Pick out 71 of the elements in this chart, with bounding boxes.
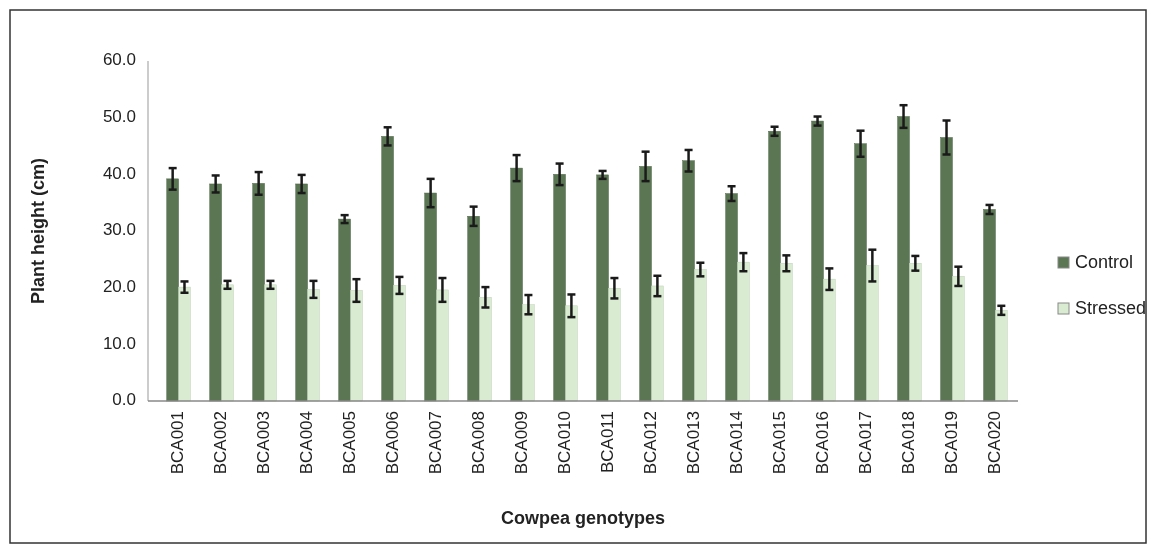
bar bbox=[651, 285, 664, 402]
x-tick-label: BCA009 bbox=[512, 411, 531, 475]
x-tick-label: BCA005 bbox=[340, 411, 360, 475]
x-tick-label: BCA008 bbox=[469, 411, 488, 475]
bar bbox=[252, 183, 265, 402]
x-tick-label: BCA014 bbox=[726, 411, 746, 475]
bar bbox=[866, 265, 879, 402]
x-tick-label: BCA012 bbox=[640, 411, 660, 475]
bar bbox=[608, 287, 621, 402]
y-axis-title: Plant height (cm) bbox=[28, 157, 48, 305]
bar bbox=[350, 290, 363, 402]
bar bbox=[307, 289, 320, 402]
bar bbox=[166, 178, 179, 402]
x-tick-label: BCA017 bbox=[855, 411, 875, 475]
y-tick-label: 10.0 bbox=[102, 333, 136, 353]
bar bbox=[952, 276, 965, 402]
x-tick-label: BCA003 bbox=[254, 411, 274, 475]
x-tick-label: BCA015 bbox=[769, 411, 789, 475]
x-tick-label: BCA018 bbox=[898, 411, 918, 475]
bar bbox=[209, 183, 222, 402]
bar bbox=[854, 143, 867, 402]
bar bbox=[393, 285, 406, 402]
bar bbox=[737, 261, 750, 402]
x-tick-label: BCA006 bbox=[383, 411, 403, 475]
legend-label: Stressed bbox=[1075, 297, 1147, 318]
bar bbox=[264, 284, 277, 402]
bar bbox=[940, 137, 953, 402]
legend-label: Control bbox=[1075, 251, 1134, 272]
bar bbox=[682, 160, 695, 402]
y-tick-label: 50.0 bbox=[102, 107, 136, 127]
x-tick-label: BCA010 bbox=[554, 411, 574, 475]
y-tick-label: 20.0 bbox=[102, 277, 136, 297]
y-tick-label: 30.0 bbox=[102, 220, 136, 240]
bar bbox=[553, 174, 566, 402]
bar bbox=[479, 297, 492, 402]
bar bbox=[897, 116, 910, 402]
bar bbox=[522, 304, 535, 402]
bar bbox=[424, 192, 437, 402]
x-tick-label: BCA013 bbox=[683, 411, 703, 475]
x-tick-label: BCA020 bbox=[984, 411, 1004, 475]
bar bbox=[768, 131, 781, 402]
bar bbox=[467, 216, 480, 402]
y-tick-label: 60.0 bbox=[102, 50, 136, 70]
bar bbox=[983, 209, 996, 402]
bar bbox=[639, 166, 652, 402]
bar bbox=[565, 305, 578, 402]
bar bbox=[178, 286, 191, 402]
bar bbox=[995, 310, 1008, 402]
x-tick-label: BCA001 bbox=[168, 411, 188, 475]
bar bbox=[436, 289, 449, 402]
bar bbox=[295, 183, 308, 402]
x-tick-label: BCA004 bbox=[297, 411, 317, 475]
y-tick-label: 40.0 bbox=[102, 163, 136, 183]
bar bbox=[381, 136, 394, 402]
y-tick-label: 0.0 bbox=[112, 390, 136, 410]
bar bbox=[510, 167, 523, 402]
bar bbox=[823, 278, 836, 402]
bar bbox=[909, 263, 922, 402]
bar bbox=[596, 174, 609, 402]
bar bbox=[811, 120, 824, 402]
x-axis-title: Cowpea genotypes bbox=[500, 508, 666, 528]
bar bbox=[725, 193, 738, 402]
bar bbox=[221, 284, 234, 402]
bar bbox=[338, 218, 351, 402]
x-tick-label: BCA016 bbox=[812, 411, 832, 475]
x-tick-label: BCA019 bbox=[941, 411, 961, 475]
x-tick-label: BCA007 bbox=[426, 411, 446, 475]
bar bbox=[780, 263, 793, 402]
x-tick-label: BCA002 bbox=[211, 411, 231, 475]
bar bbox=[694, 269, 707, 402]
x-tick-label: BCA011 bbox=[597, 411, 617, 474]
